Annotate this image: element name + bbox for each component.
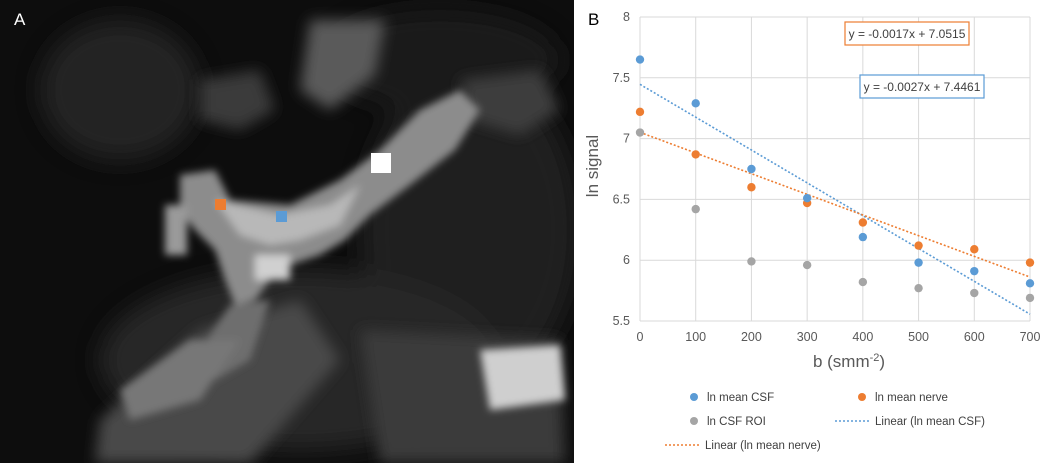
point-ln-csf-roi [691,204,700,214]
point-ln-mean-csf [1025,279,1035,288]
x-axis-title-main: b (smm [813,352,870,371]
x-axis-title-close: ) [879,352,885,371]
point-ln-mean-nerve [970,245,979,254]
point-ln-csf-roi [858,277,868,287]
y-axis-title: ln signal [583,135,602,197]
point-ln-mean-nerve [1025,258,1035,267]
y-tick-label: 7.5 [613,71,630,85]
mri-image [40,10,574,463]
nerve-roi-marker [215,199,226,210]
x-tick-label: 600 [964,330,985,344]
legend-label-ln-mean-nerve: ln mean nerve [875,392,948,404]
point-ln-csf-roi [635,128,645,137]
data-points [635,55,1035,303]
trendlines [639,83,1031,315]
x-tick-label: 0 [637,330,644,344]
x-tick-label: 100 [685,330,706,344]
panel-b-label: B [588,10,600,29]
trendline-ln-mean-nerve [639,131,1031,278]
y-tick-label: 6 [623,253,630,267]
point-ln-mean-nerve [635,107,645,117]
legend-label-linear-csf: Linear (ln mean CSF) [875,416,985,428]
y-tick-label: 5.5 [613,314,630,328]
point-ln-mean-csf [858,232,868,242]
point-ln-mean-nerve [747,183,756,192]
panel-a-label: A [14,10,26,29]
trendline-ln-mean-csf [639,83,1031,315]
nerve-equation-box [844,21,970,46]
y-tick-label: 7 [623,132,630,146]
x-tick-label: 400 [852,330,873,344]
x-tick-label: 200 [741,330,762,344]
point-ln-mean-csf [747,164,756,174]
legend-marker-ln-csf-roi [690,417,698,425]
point-ln-csf-roi [914,283,923,293]
x-tick-label: 300 [797,330,818,344]
grid [639,16,1031,322]
legend-label-ln-csf-roi: ln CSF ROI [707,416,766,428]
point-ln-mean-nerve [914,241,923,250]
point-ln-mean-nerve [858,218,868,227]
csf-equation-label: y = -0.0027x + 7.4461 [864,80,981,94]
legend: ln mean CSF ln mean nerve ln CSF ROI Lin… [665,392,985,452]
x-tick-label: 500 [908,330,929,344]
nerve-equation-label: y = -0.0017x + 7.0515 [849,27,966,41]
point-ln-csf-roi [802,260,812,270]
point-ln-mean-csf [691,99,700,108]
legend-marker-ln-mean-nerve [858,393,866,401]
legend-marker-ln-mean-csf [690,393,698,401]
point-ln-mean-nerve [691,150,700,159]
csf-roi-marker [276,211,287,222]
y-tick-label: 8 [623,10,630,24]
point-ln-mean-csf [635,55,645,64]
y-tick-label: 6.5 [613,192,630,206]
point-ln-mean-csf [914,258,923,267]
csf-reference-roi-marker [371,153,391,173]
tick-labels: 5.5 6 6.5 7 7.5 8 0 100 200 300 400 500 600 700 [613,10,1041,344]
point-ln-mean-csf [970,266,979,276]
legend-label-ln-mean-csf: ln mean CSF [707,392,774,404]
legend-label-linear-nerve: Linear (ln mean nerve) [705,440,821,452]
csf-equation-box [859,74,985,99]
x-tick-label: 700 [1020,330,1041,344]
point-ln-csf-roi [1025,293,1035,303]
point-ln-mean-csf [802,193,812,203]
scatter-chart: 5.5 6 6.5 7 7.5 8 0 100 200 300 400 500 600 700 ln si… [583,10,1041,452]
point-ln-csf-roi [970,288,979,298]
mri-panel: A [0,0,574,463]
point-ln-csf-roi [747,257,756,266]
x-axis-title-superscript: -2 [870,352,880,364]
x-axis-title: b (smm-2) [813,352,885,371]
